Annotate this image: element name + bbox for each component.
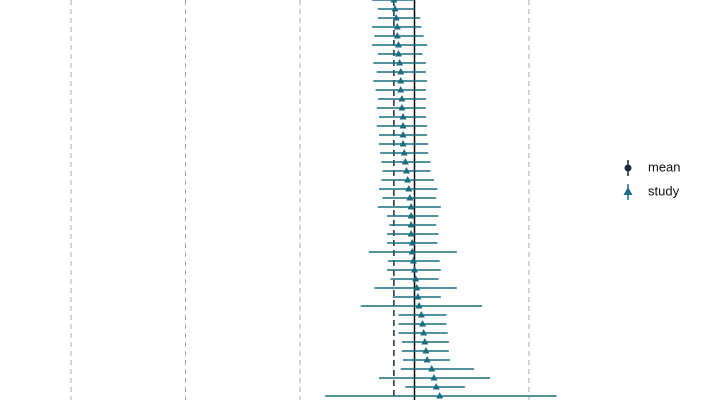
study-point [396, 59, 404, 66]
study-point [422, 347, 430, 354]
study-point [393, 32, 401, 39]
study-point [414, 293, 422, 300]
study-point [413, 284, 421, 291]
study-point [397, 77, 405, 84]
study-point [405, 185, 413, 192]
study-point [399, 131, 407, 138]
study-point [399, 113, 407, 120]
study-point [392, 14, 400, 21]
study-point [420, 329, 428, 336]
study-point [393, 23, 401, 30]
study-point [412, 275, 420, 282]
study-point [409, 257, 417, 264]
study-point [399, 140, 407, 147]
study-point [390, 0, 398, 3]
legend-glyph [624, 164, 632, 172]
study-point [423, 356, 431, 363]
study-point [406, 194, 414, 201]
legend-label: mean [648, 159, 681, 174]
study-point [411, 266, 419, 273]
study-point [398, 104, 406, 111]
study-point [430, 374, 438, 381]
study-point [407, 230, 415, 237]
study-point [397, 68, 405, 75]
legend-label: study [648, 183, 680, 198]
study-point [417, 311, 425, 318]
study-point [401, 158, 409, 165]
legend-glyph [623, 187, 633, 195]
study-point [402, 167, 410, 174]
study-point [399, 122, 407, 129]
study-point [394, 41, 402, 48]
study-point [419, 320, 427, 327]
study-point [407, 212, 415, 219]
study-point [394, 50, 402, 57]
study-point [397, 86, 405, 93]
study-point [421, 338, 429, 345]
study-point [408, 248, 416, 255]
study-point [391, 5, 399, 12]
study-point [404, 176, 412, 183]
study-point [436, 392, 444, 399]
study-point [428, 365, 436, 372]
study-point [432, 383, 440, 390]
study-point [408, 239, 416, 246]
study-point [407, 221, 415, 228]
study-point [407, 203, 415, 210]
study-point [400, 149, 408, 156]
study-point [398, 95, 406, 102]
study-point [415, 302, 423, 309]
